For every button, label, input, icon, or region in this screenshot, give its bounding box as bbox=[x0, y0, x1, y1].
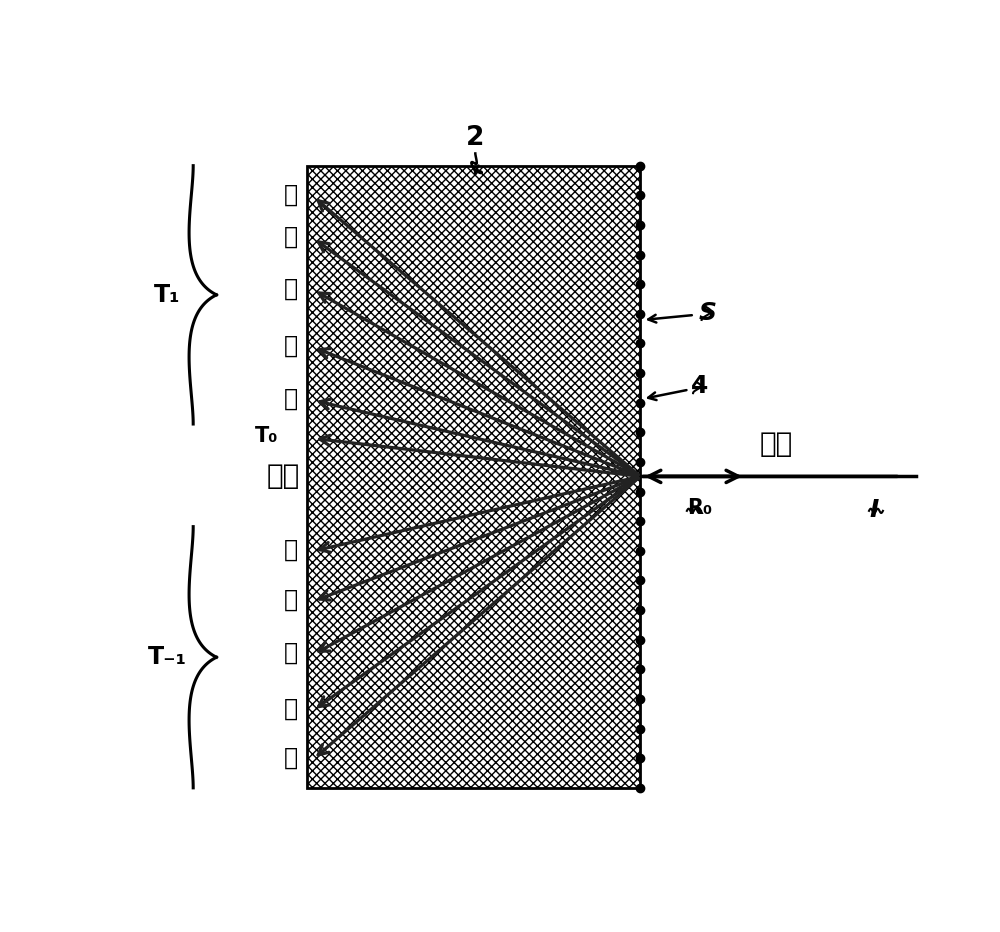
Text: 紫: 紫 bbox=[284, 387, 298, 411]
Text: R₀: R₀ bbox=[687, 498, 712, 518]
Text: 紫: 紫 bbox=[284, 538, 298, 562]
Text: 白光: 白光 bbox=[266, 462, 299, 490]
Text: 黄: 黄 bbox=[284, 225, 298, 249]
Text: 蓝: 蓝 bbox=[284, 334, 298, 358]
Text: 黄: 黄 bbox=[284, 697, 298, 721]
Text: 红: 红 bbox=[284, 183, 298, 207]
Text: I: I bbox=[869, 498, 878, 522]
Bar bbox=[307, 166, 640, 788]
Text: 蓝: 蓝 bbox=[284, 588, 298, 611]
Text: T₁: T₁ bbox=[154, 282, 181, 307]
Text: S: S bbox=[698, 301, 716, 324]
Text: 白光: 白光 bbox=[759, 431, 793, 459]
Text: T₀: T₀ bbox=[255, 426, 278, 446]
Text: 绿: 绿 bbox=[284, 277, 298, 300]
Text: 4: 4 bbox=[691, 374, 708, 398]
Bar bbox=[307, 166, 640, 788]
Text: 绿: 绿 bbox=[284, 641, 298, 665]
Text: T₋₁: T₋₁ bbox=[148, 645, 187, 669]
Text: 红: 红 bbox=[284, 746, 298, 770]
Text: 2: 2 bbox=[466, 126, 484, 151]
